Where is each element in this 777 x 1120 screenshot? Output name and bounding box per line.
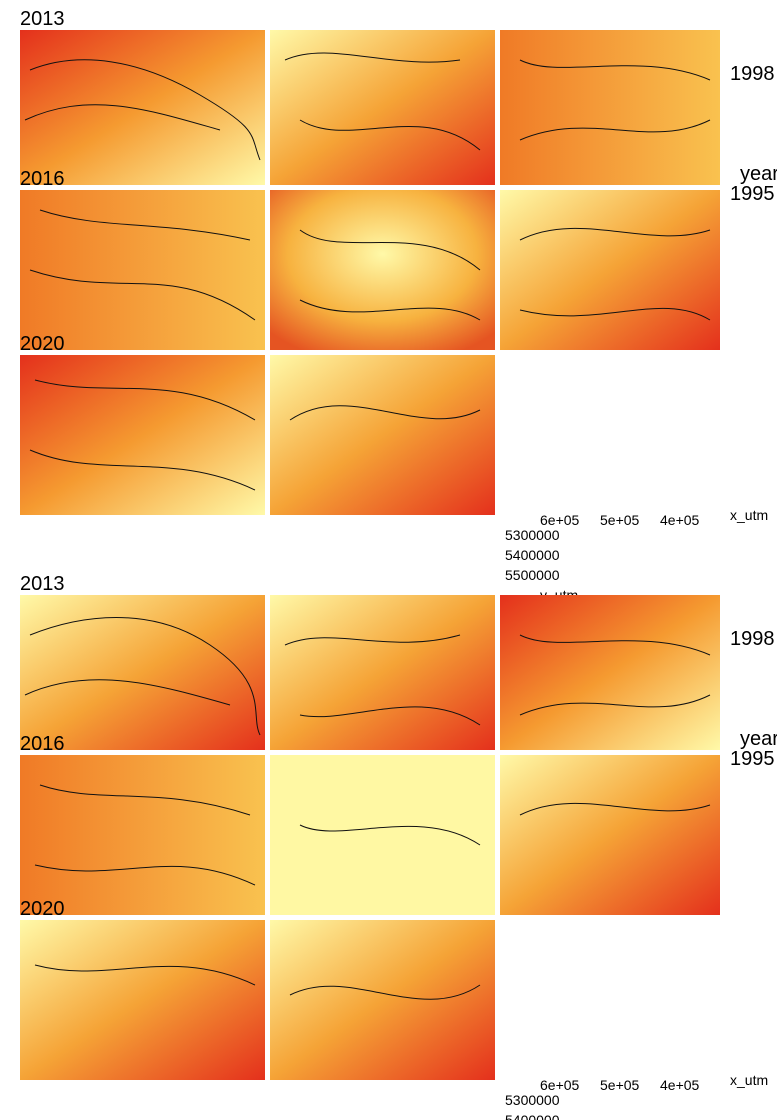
heatmap-cell-2013-d xyxy=(270,595,495,750)
year-axis-arrow-bottom: year → xyxy=(740,728,777,750)
year-label-2016-bottom: 2016 xyxy=(20,733,65,755)
x-tick-3-b: 6e+05 xyxy=(540,1077,580,1093)
contour-lines-bottom xyxy=(24,617,711,1000)
x-axis-label: x_utm xyxy=(730,507,768,523)
bottom-axis-ticks: 4e+05 5e+05 6e+05 5300000 5400000 550000… xyxy=(505,1072,768,1120)
heatmap-cell-2020-b xyxy=(270,355,495,515)
y-tick-3: 5500000 xyxy=(505,567,560,583)
year-label-1998-top: 1998 xyxy=(730,63,775,85)
x-tick-1-b: 4e+05 xyxy=(660,1077,700,1093)
heatmap-cell-2020-a xyxy=(20,355,265,515)
heatmap-cell-1995-b xyxy=(500,595,720,750)
bottom-heatmap-grid: 2013 2016 2020 1995 1998 4e+05 5e+05 6e+… xyxy=(20,573,777,1120)
y-tick-2-b: 5400000 xyxy=(505,1112,560,1120)
heatmap-cell-2016-c xyxy=(20,755,265,915)
y-tick-1: 5300000 xyxy=(505,527,560,543)
year-label-1995-bottom: 1995 xyxy=(730,748,775,770)
y-tick-2: 5400000 xyxy=(505,547,560,563)
top-year-labels: 2013 2016 2020 1995 1998 xyxy=(20,8,775,355)
heatmap-cell-2013-c xyxy=(20,595,265,750)
year-label-1998-bottom: 1998 xyxy=(730,628,775,650)
heatmap-cell-1995 xyxy=(500,30,720,185)
heatmap-cell-2016-b xyxy=(270,190,495,350)
x-tick-3: 6e+05 xyxy=(540,512,580,528)
heatmap-cell-2013-b xyxy=(270,30,495,185)
x-axis-label-b: x_utm xyxy=(730,1072,768,1088)
heatmap-cell-2013-a xyxy=(20,30,265,185)
year-label-2016-top: 2016 xyxy=(20,168,65,190)
heatmap-cell-2020-c xyxy=(20,920,265,1080)
x-tick-2: 5e+05 xyxy=(600,512,640,528)
top-heatmap-grid: 2013 2016 2020 1995 1998 4e+05 5e+05 6e+… xyxy=(20,8,777,603)
top-axis-ticks: 4e+05 5e+05 6e+05 5300000 5400000 550000… xyxy=(505,507,768,603)
heatmap-cell-1998 xyxy=(500,190,720,350)
heatmap-cell-1998-b xyxy=(500,755,720,915)
contour-lines-top xyxy=(24,52,711,491)
bottom-year-labels: 2013 2016 2020 1995 1998 xyxy=(20,573,775,920)
year-label-2020-bottom: 2020 xyxy=(20,898,65,920)
heatmap-cell-2020-d xyxy=(270,920,495,1080)
y-tick-1-b: 5300000 xyxy=(505,1092,560,1108)
year-axis-arrow-top: year → xyxy=(740,163,777,185)
year-label-1995-top: 1995 xyxy=(730,183,775,205)
year-label-2013-bottom: 2013 xyxy=(20,573,65,595)
heatmap-cell-2016-d xyxy=(270,755,495,915)
x-tick-2-b: 5e+05 xyxy=(600,1077,640,1093)
heatmap-cell-2016-a xyxy=(20,190,265,350)
year-label-2013-top: 2013 xyxy=(20,8,65,30)
x-tick-1: 4e+05 xyxy=(660,512,700,528)
year-label-2020-top: 2020 xyxy=(20,333,65,355)
